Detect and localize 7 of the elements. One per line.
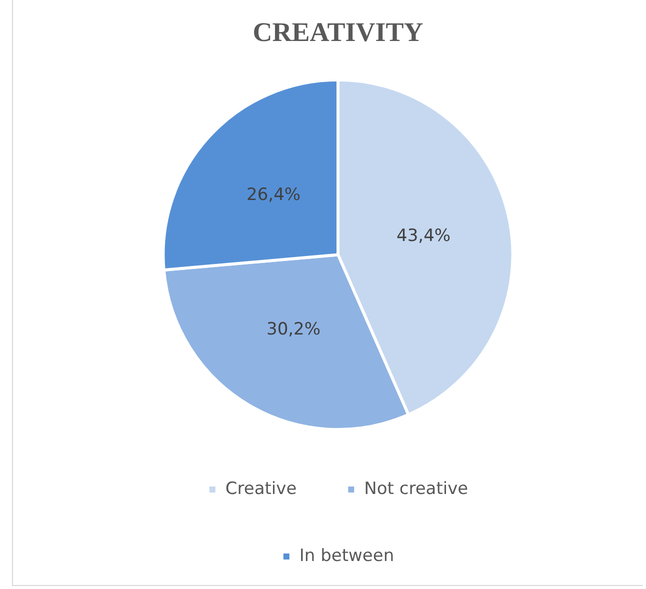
data-label: 43,4% [396,226,451,246]
data-label: 30,2% [266,319,321,340]
chart-title: CREATIVITY [252,17,424,48]
legend-label: In between [299,546,394,566]
data-label: 26,4% [246,185,301,206]
legend-label: Creative [225,478,297,499]
legend-label: Not creative [364,478,468,499]
